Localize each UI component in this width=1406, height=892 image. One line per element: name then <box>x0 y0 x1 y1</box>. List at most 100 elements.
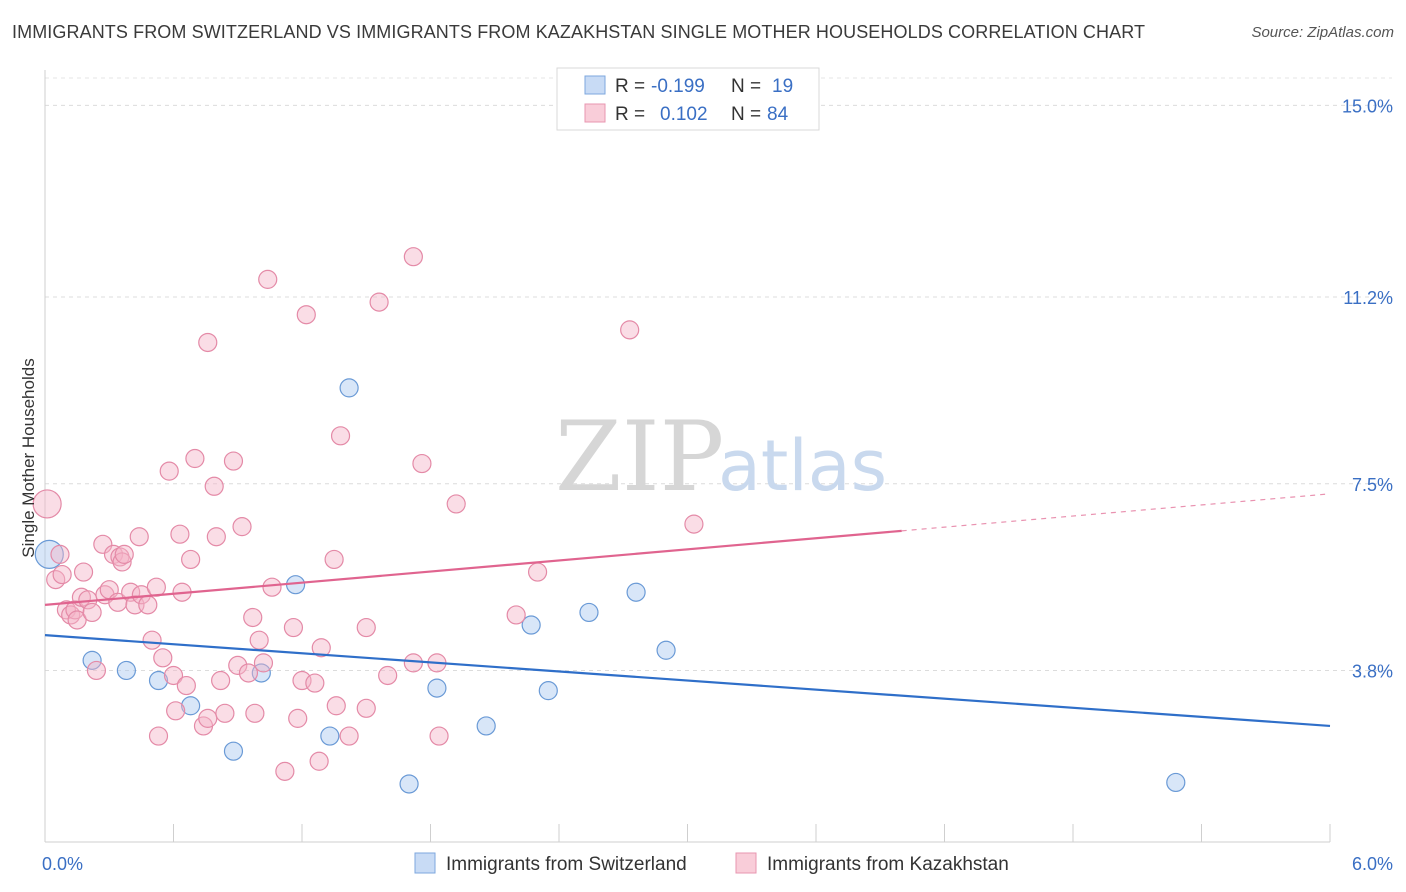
watermark: ZIP atlas <box>555 401 887 513</box>
data-point-kazakhstan <box>238 663 259 683</box>
watermark-atlas: atlas <box>718 425 887 507</box>
data-point-kazakhstan <box>684 514 704 534</box>
data-point-kazakhstan <box>228 655 248 675</box>
data-point-switzerland <box>1166 772 1186 793</box>
tick-labels: 3.8% 7.5% 11.2% 15.0% 0.0% 6.0% <box>42 96 1393 874</box>
data-point-kazakhstan <box>506 605 526 625</box>
data-point-kazakhstan <box>262 577 282 597</box>
watermark-zip: ZIP <box>555 401 724 513</box>
y-tick-label: 7.5% <box>1352 475 1393 495</box>
data-point-kazakhstan <box>215 703 235 723</box>
data-point-kazakhstan <box>146 577 166 597</box>
data-point-switzerland <box>320 726 340 746</box>
data-point-kazakhstan <box>93 534 113 554</box>
data-point-kazakhstan <box>86 660 107 681</box>
data-point-kazakhstan <box>112 552 132 572</box>
data-point-kazakhstan <box>356 698 376 718</box>
data-point-kazakhstan <box>243 607 263 628</box>
data-point-switzerland <box>538 681 558 701</box>
source-label: Source: ZipAtlas.com <box>1251 24 1394 41</box>
trend-lines <box>44 493 1331 728</box>
y-tick-label: 3.8% <box>1352 661 1393 681</box>
data-point-kazakhstan <box>296 305 316 325</box>
legend-swatch-switzerland <box>584 75 606 95</box>
data-point-kazakhstan <box>232 517 252 537</box>
data-point-kazakhstan <box>163 665 184 686</box>
data-point-switzerland <box>427 678 447 698</box>
x-tick-label: 6.0% <box>1352 854 1393 874</box>
data-point-kazakhstan <box>166 701 186 721</box>
data-point-kazakhstan <box>311 638 331 658</box>
data-point-switzerland <box>339 378 359 398</box>
data-point-kazakhstan <box>288 708 308 728</box>
data-point-kazakhstan <box>245 703 265 723</box>
data-point-kazakhstan <box>275 761 295 781</box>
data-point-kazakhstan <box>50 544 70 564</box>
data-point-kazakhstan <box>211 670 231 691</box>
data-point-kazakhstan <box>159 461 179 481</box>
data-point-kazakhstan <box>330 426 351 446</box>
legend-bottom-swatch-switzerland <box>414 852 436 874</box>
data-point-kazakhstan <box>403 653 423 673</box>
data-point-kazakhstan <box>153 648 173 668</box>
data-point-kazakhstan <box>170 524 190 544</box>
grid-lines <box>45 77 1392 671</box>
data-point-kazakhstan <box>129 527 149 547</box>
data-point-switzerland <box>656 640 676 660</box>
trend-line-switzerland <box>44 634 1331 728</box>
data-point-kazakhstan <box>403 247 423 267</box>
data-point-kazakhstan <box>185 448 205 469</box>
legend-series: Immigrants from Switzerland Immigrants f… <box>414 852 1009 875</box>
data-point-switzerland <box>399 774 419 794</box>
data-point-kazakhstan <box>309 751 329 771</box>
data-point-kazakhstan <box>142 630 162 650</box>
data-point-kazakhstan <box>283 617 304 638</box>
data-point-kazakhstan <box>253 653 274 673</box>
data-point-switzerland <box>148 670 169 691</box>
data-point-kazakhstan <box>223 451 244 471</box>
data-point-kazakhstan <box>52 564 72 585</box>
data-point-kazakhstan <box>138 595 158 615</box>
data-point-kazakhstan <box>82 602 102 623</box>
legend-n-value-2: 84 <box>767 104 789 125</box>
data-point-switzerland <box>476 716 496 736</box>
legend-r-label-1: R = <box>615 76 645 97</box>
data-point-kazakhstan <box>176 675 196 696</box>
legend-r-value-2: 0.102 <box>660 104 708 125</box>
y-tick-label: 11.2% <box>1343 288 1393 308</box>
data-point-kazakhstan <box>67 610 87 630</box>
data-point-switzerland <box>223 741 244 761</box>
legend-r-label-2: R = <box>615 104 645 125</box>
data-point-kazakhstan <box>446 494 466 514</box>
data-point-kazakhstan <box>356 617 376 638</box>
data-point-switzerland <box>82 650 102 670</box>
data-point-kazakhstan <box>324 549 344 570</box>
data-point-kazakhstan <box>620 320 640 340</box>
data-point-kazakhstan <box>378 665 398 686</box>
data-point-kazakhstan <box>369 292 389 312</box>
data-points <box>32 247 1186 794</box>
data-point-kazakhstan <box>249 630 269 650</box>
data-point-kazakhstan <box>32 489 62 519</box>
data-point-switzerland <box>34 539 64 569</box>
legend-n-value-1: 19 <box>772 76 793 97</box>
chart-title: IMMIGRANTS FROM SWITZERLAND VS IMMIGRANT… <box>12 22 1146 42</box>
legend-r-value-1: -0.199 <box>651 76 705 97</box>
data-point-kazakhstan <box>46 570 66 590</box>
data-point-kazakhstan <box>412 453 432 474</box>
data-point-kazakhstan <box>326 696 346 716</box>
legend-swatch-kazakhstan <box>584 103 606 123</box>
data-point-kazakhstan <box>527 562 548 582</box>
data-point-kazakhstan <box>305 673 325 693</box>
data-point-switzerland <box>579 602 599 623</box>
legend-correlation: R = -0.199 N = 19 R = 0.102 N = 84 <box>556 67 820 131</box>
data-point-kazakhstan <box>198 708 218 728</box>
data-point-kazakhstan <box>339 726 359 746</box>
legend-n-label-1: N = <box>731 76 761 97</box>
y-tick-label: 15.0% <box>1342 96 1393 116</box>
trend-line-extension-kazakhstan <box>901 493 1331 532</box>
data-point-kazakhstan <box>148 726 169 746</box>
data-point-kazakhstan <box>429 726 449 746</box>
y-axis-label: Single Mother Households <box>19 358 38 557</box>
